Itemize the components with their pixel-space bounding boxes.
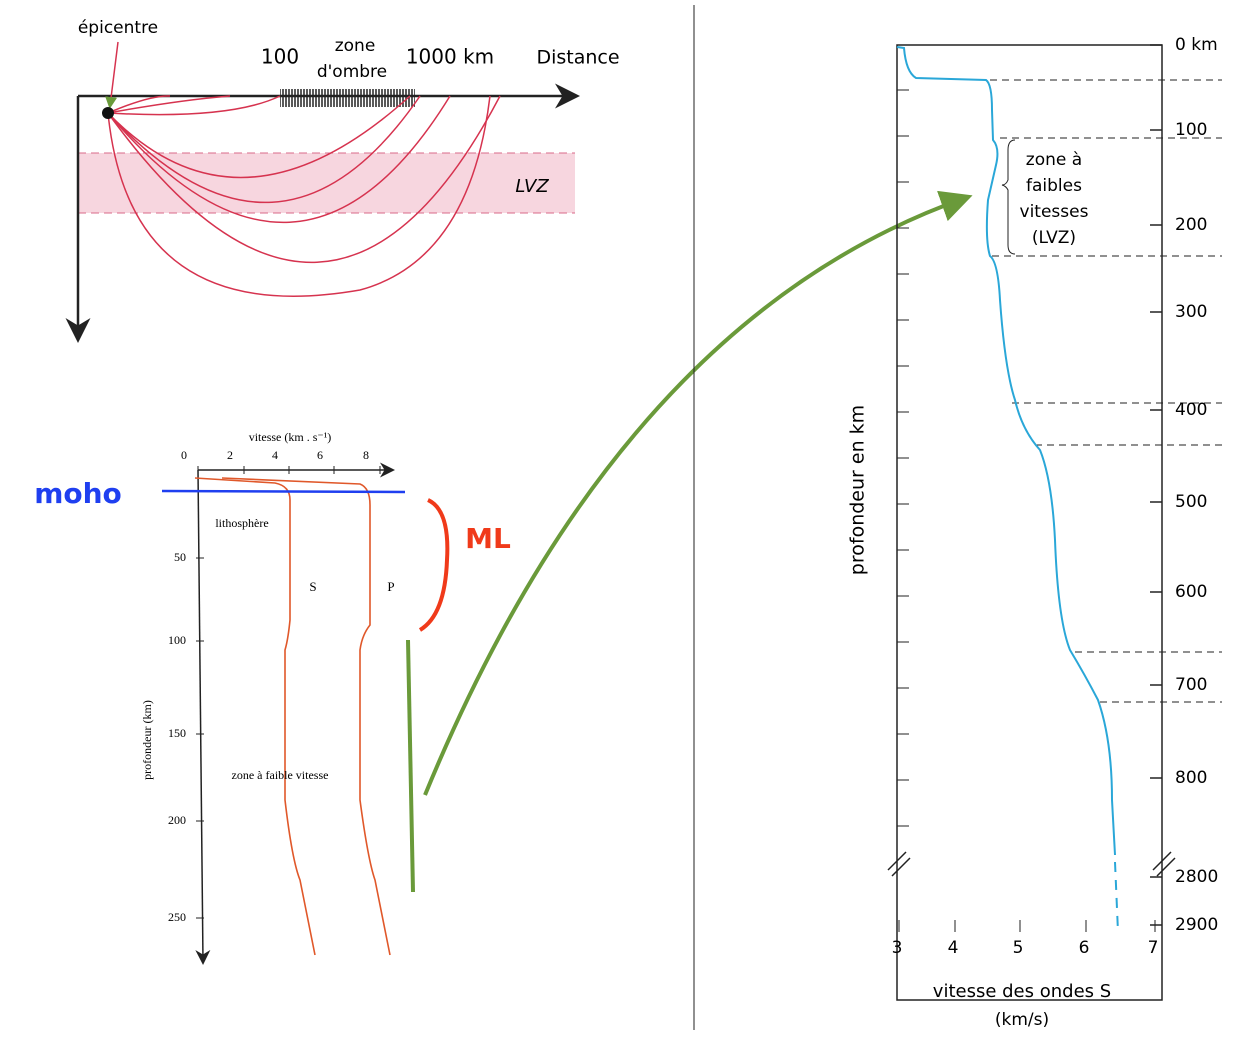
- ombre-label: d'ombre: [317, 62, 387, 82]
- x-tick-label: 4: [948, 938, 959, 958]
- y-tick-label: 500: [1175, 492, 1207, 512]
- x-tick-label: 8: [363, 448, 369, 462]
- y-tick-label: 100: [1175, 120, 1207, 140]
- s-wave-curve: [896, 46, 1116, 856]
- lvz-brace: [1001, 139, 1016, 255]
- s-label: S: [309, 579, 316, 594]
- x-axis-unit: (km/s): [995, 1010, 1049, 1030]
- lithosphere-label: lithosphère: [215, 516, 268, 530]
- lvz-label-line: (LVZ): [1032, 228, 1076, 248]
- frame: [896, 44, 1163, 1001]
- moho-label: moho: [34, 477, 122, 510]
- x-tick-label: 3: [892, 938, 903, 958]
- y-tick-label: 250: [168, 910, 186, 924]
- y-tick-label: 300: [1175, 302, 1207, 322]
- velocity-profile-large: profondeur en km vitesse des ondes S (km…: [847, 35, 1222, 1030]
- y-tick-label: 200: [1175, 215, 1207, 235]
- y-tick-label: 50: [174, 550, 186, 564]
- moho-line: [161, 489, 406, 494]
- lvz-label: LVZ: [515, 176, 549, 197]
- y-tick-label: 700: [1175, 675, 1207, 695]
- axis-breaks: [887, 851, 1176, 877]
- y-axis-title: profondeur (km): [140, 700, 154, 780]
- x-axis-title: vitesse des ondes S: [933, 981, 1111, 1002]
- x-tick-label: 6: [317, 448, 323, 462]
- x-tick-label: 0: [181, 448, 187, 462]
- seismic-rays: [105, 41, 501, 297]
- y-tick-label: 800: [1175, 768, 1207, 788]
- lvz-label-line: zone à: [1026, 150, 1082, 170]
- lvz-label-line: vitesses: [1020, 202, 1089, 222]
- ray-diagram: épicentre 100 zone d'ombre 1000 km Dista…: [65, 18, 620, 343]
- distance-100: 100: [261, 45, 299, 69]
- distance-label: Distance: [536, 47, 619, 69]
- lvz-label-line: faibles: [1026, 176, 1082, 196]
- zone-label: zone: [335, 36, 376, 56]
- discontinuities: [990, 79, 1222, 703]
- y-tick-label: 2900: [1175, 915, 1218, 935]
- y-tick-label: 150: [168, 726, 186, 740]
- s-curve: [194, 477, 316, 956]
- lvz-label-small: zone à faible vitesse: [232, 768, 329, 782]
- epicentre-dot: [102, 107, 114, 119]
- ml-bracket: [418, 498, 450, 632]
- y-tick-label: 100: [168, 633, 186, 647]
- x-axis-title: vitesse (km . s⁻¹): [249, 430, 332, 444]
- x-tick-label: 4: [272, 448, 278, 462]
- shadow-zone: [280, 89, 415, 107]
- lvz-marker: [406, 639, 415, 893]
- ml-label: ML: [465, 522, 511, 555]
- p-label: P: [387, 579, 394, 594]
- link-arrow: [423, 190, 973, 796]
- x-tick-label: 6: [1079, 938, 1090, 958]
- x-tick-label: 2: [227, 448, 233, 462]
- y-tick-label: 2800: [1175, 867, 1218, 887]
- y-tick-label: 0 km: [1175, 35, 1218, 55]
- distance-1000: 1000 km: [406, 45, 494, 69]
- s-wave-extension: [1114, 861, 1119, 933]
- x-tick-label: 7: [1148, 938, 1159, 958]
- y-tick-label: 200: [168, 813, 186, 827]
- p-curve: [221, 477, 391, 956]
- velocity-profile-small: vitesse (km . s⁻¹) profondeur (km) litho…: [140, 430, 395, 965]
- lvz-band: [78, 153, 575, 213]
- y-axis: [195, 469, 211, 965]
- y-tick-label: 600: [1175, 582, 1207, 602]
- y-tick-label: 400: [1175, 400, 1207, 420]
- x-tick-label: 5: [1013, 938, 1024, 958]
- y-axis-title: profondeur en km: [847, 405, 869, 575]
- epicentre-label: épicentre: [78, 18, 158, 38]
